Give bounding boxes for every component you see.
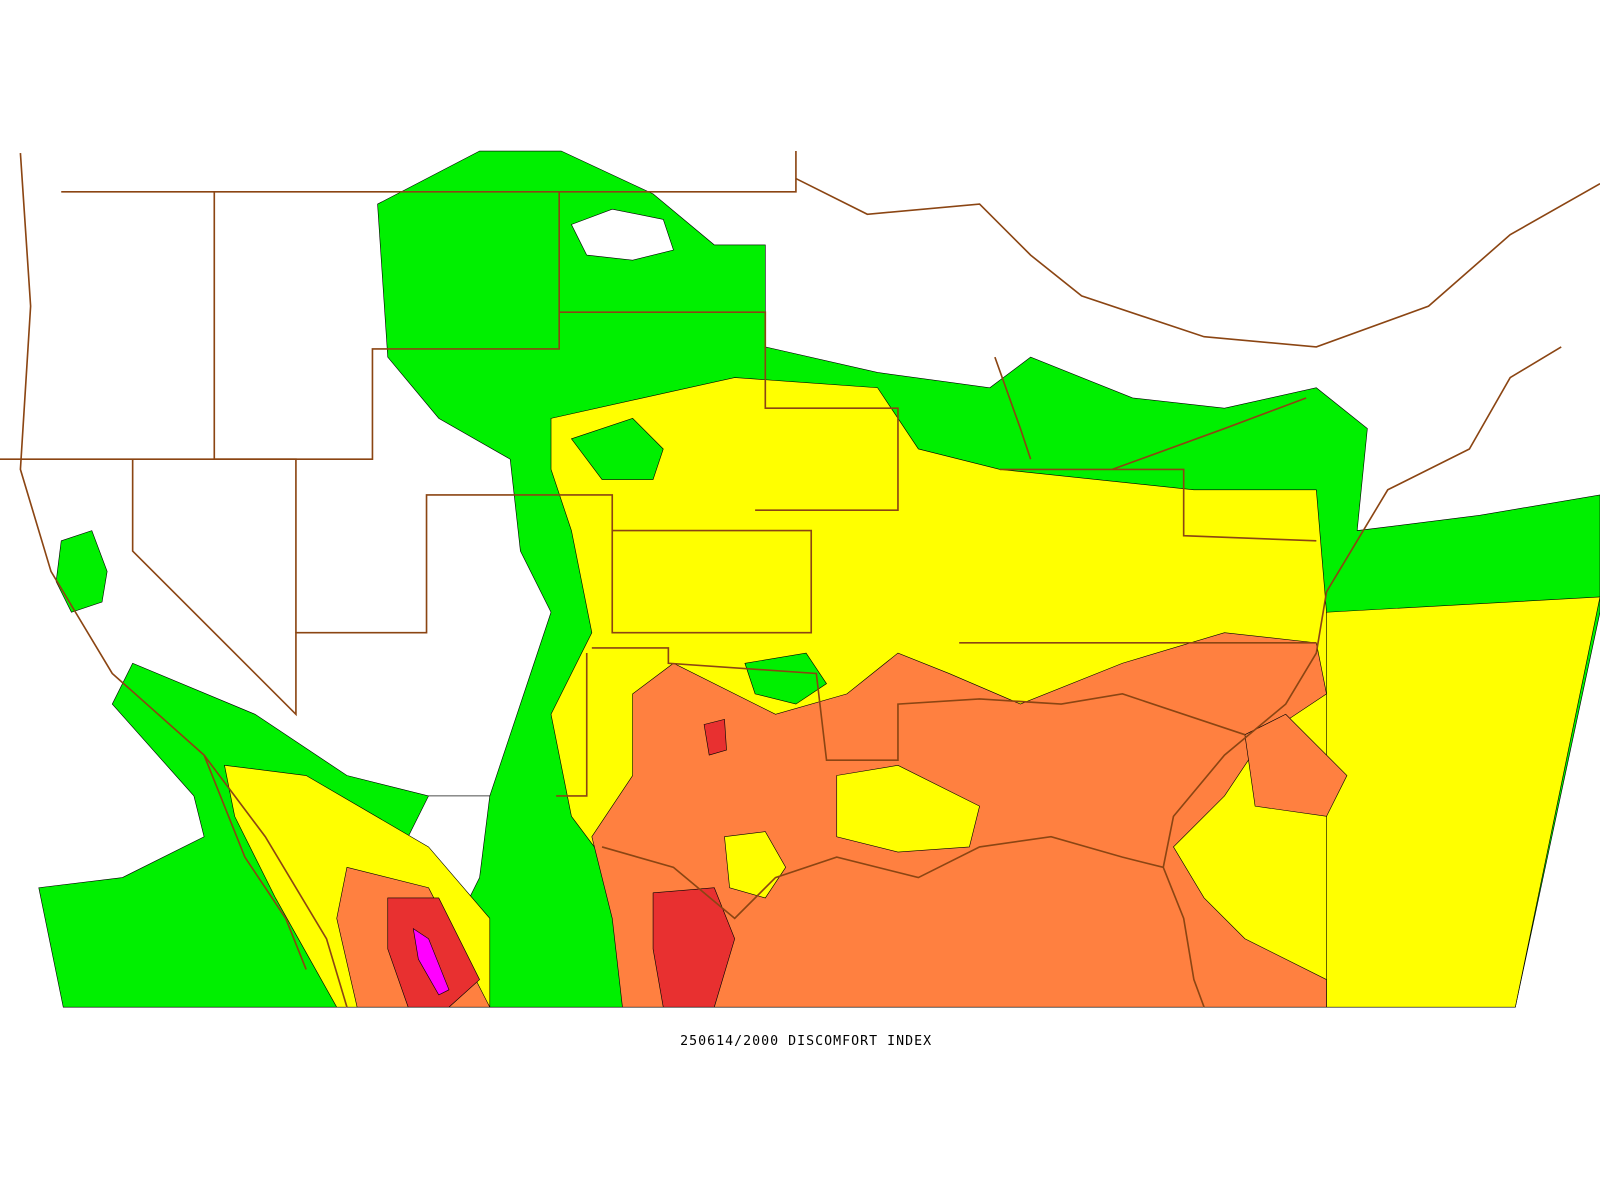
border-line — [1000, 468, 1317, 542]
caption: 250614/2000 DISCOMFORT INDEX — [680, 1034, 932, 1049]
border-line — [1162, 346, 1562, 868]
yellow-zone — [724, 831, 787, 899]
white-zone — [571, 208, 674, 261]
border-line — [61, 151, 797, 193]
border-line — [203, 754, 307, 970]
border-line — [213, 191, 297, 633]
border-line — [601, 835, 1205, 1008]
border-line — [1111, 397, 1307, 471]
border-line — [559, 311, 899, 512]
green-zone — [744, 652, 827, 705]
red-zone — [652, 887, 736, 1008]
border-line — [19, 153, 348, 1008]
borders — [0, 151, 1600, 1008]
yellow-zone — [1326, 596, 1600, 1008]
green-zone — [570, 418, 664, 480]
border-line — [795, 177, 1600, 348]
border-line — [994, 356, 1032, 460]
green-zone — [55, 530, 108, 613]
border-line — [556, 653, 588, 797]
magenta-zone — [412, 927, 450, 996]
yellow-zone — [836, 764, 980, 853]
red-zone — [703, 719, 727, 756]
border-line — [591, 647, 1246, 762]
border-line — [131, 459, 813, 717]
orange-zone — [1244, 713, 1348, 817]
